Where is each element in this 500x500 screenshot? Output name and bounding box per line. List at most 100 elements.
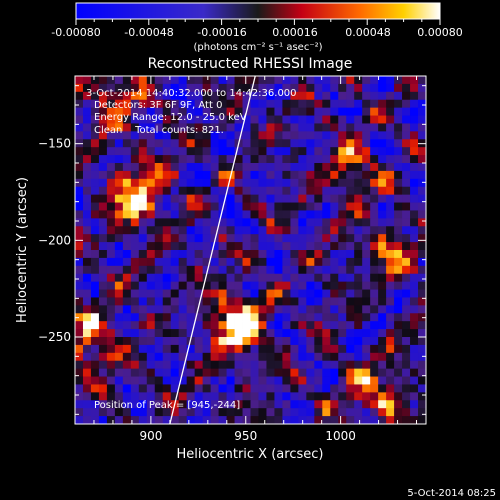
heatmap-cell	[394, 202, 403, 211]
heatmap-cell	[266, 400, 275, 409]
heatmap-cell	[210, 265, 219, 275]
heatmap-cell	[362, 368, 371, 377]
heatmap-cell	[178, 344, 188, 354]
heatmap-cell	[242, 408, 251, 417]
heatmap-cell	[226, 416, 235, 424]
heatmap-cell	[258, 115, 267, 124]
heatmap-cell	[402, 344, 411, 354]
heatmap-cell	[82, 115, 92, 124]
heatmap-cell	[75, 352, 84, 362]
heatmap-cell	[154, 250, 164, 259]
heatmap-cell	[226, 178, 235, 188]
heatmap-cell	[130, 210, 140, 219]
heatmap-cell	[378, 186, 387, 196]
heatmap-cell	[410, 242, 419, 251]
heatmap-cell	[290, 76, 299, 85]
heatmap-cell	[186, 408, 196, 417]
heatmap-cell	[186, 376, 196, 385]
heatmap-cell	[210, 376, 219, 385]
heatmap-cell	[362, 202, 371, 211]
heatmap-cell	[218, 368, 227, 377]
heatmap-cell	[346, 376, 355, 385]
heatmap-cell	[386, 265, 395, 275]
heatmap-cell	[234, 76, 243, 85]
heatmap-cell	[330, 210, 339, 219]
heatmap-cell	[290, 305, 299, 314]
heatmap-cell	[386, 305, 395, 314]
heatmap-cell	[362, 416, 371, 424]
heatmap-cell	[378, 344, 387, 354]
heatmap-cell	[274, 265, 283, 275]
heatmap-cell	[402, 250, 411, 259]
heatmap-cell	[154, 234, 164, 243]
heatmap-cell	[178, 115, 188, 124]
heatmap-cell	[226, 329, 235, 338]
heatmap-cell	[218, 83, 227, 93]
heatmap-cell	[82, 376, 92, 385]
heatmap-cell	[218, 170, 227, 180]
heatmap-cell	[250, 83, 259, 93]
colorbar-ticks	[75, 19, 441, 25]
heatmap-cell	[330, 344, 339, 354]
heatmap-cell	[90, 83, 100, 93]
heatmap-cell	[282, 416, 291, 424]
heatmap-cell	[306, 147, 315, 156]
heatmap-cell	[122, 257, 132, 267]
heatmap-cell	[90, 408, 100, 417]
heatmap-cell	[330, 352, 339, 362]
heatmap-cell	[146, 376, 156, 385]
heatmap-cell	[130, 242, 140, 251]
heatmap-cell	[290, 234, 299, 243]
heatmap-cell	[210, 305, 219, 314]
heatmap-cell	[202, 155, 212, 164]
heatmap-cell	[274, 178, 283, 188]
heatmap-cell	[402, 155, 411, 164]
heatmap-cell	[402, 163, 411, 172]
heatmap-cell	[418, 83, 426, 93]
heatmap-cell	[378, 257, 387, 267]
heatmap-cell	[410, 194, 419, 203]
heatmap-cell	[346, 297, 355, 306]
heatmap-cell	[130, 91, 140, 101]
heatmap-cell	[194, 186, 204, 196]
heatmap-cell	[394, 400, 403, 409]
heatmap-cell	[186, 178, 196, 188]
heatmap-cell	[186, 163, 196, 172]
heatmap-cell	[410, 107, 419, 116]
heatmap-cell	[210, 273, 219, 283]
heatmap-cell	[306, 408, 315, 417]
heatmap-cell	[146, 242, 156, 251]
heatmap-cell	[75, 218, 84, 227]
heatmap-cell	[306, 289, 315, 298]
heatmap-cell	[378, 368, 387, 377]
heatmap-cell	[162, 289, 172, 298]
heatmap-cell	[194, 76, 204, 85]
heatmap-cell	[194, 202, 204, 211]
heatmap-cell	[90, 352, 100, 362]
heatmap-cell	[218, 329, 227, 338]
heatmap-cell	[114, 368, 124, 377]
heatmap-cell	[154, 123, 164, 132]
heatmap-cell	[250, 170, 259, 180]
heatmap-cell	[138, 273, 148, 283]
heatmap-cell	[338, 384, 347, 393]
heatmap-cell	[202, 273, 212, 283]
heatmap-cell	[162, 178, 172, 188]
heatmap-cell	[258, 297, 267, 306]
heatmap-cell	[210, 107, 219, 116]
heatmap-cell	[362, 76, 371, 85]
heatmap-cell	[82, 257, 92, 267]
heatmap-cell	[98, 321, 108, 330]
heatmap-cell	[362, 147, 371, 156]
heatmap-cell	[210, 99, 219, 109]
heatmap-cell	[226, 368, 235, 377]
heatmap-cell	[98, 99, 108, 109]
heatmap-cell	[410, 163, 419, 172]
heatmap-cell	[75, 408, 84, 417]
heatmap-cell	[370, 273, 379, 283]
heatmap-cell	[218, 416, 227, 424]
heatmap-cell	[170, 344, 180, 354]
heatmap-cell	[242, 139, 251, 148]
heatmap-cell	[306, 250, 315, 259]
heatmap-cell	[202, 107, 212, 116]
